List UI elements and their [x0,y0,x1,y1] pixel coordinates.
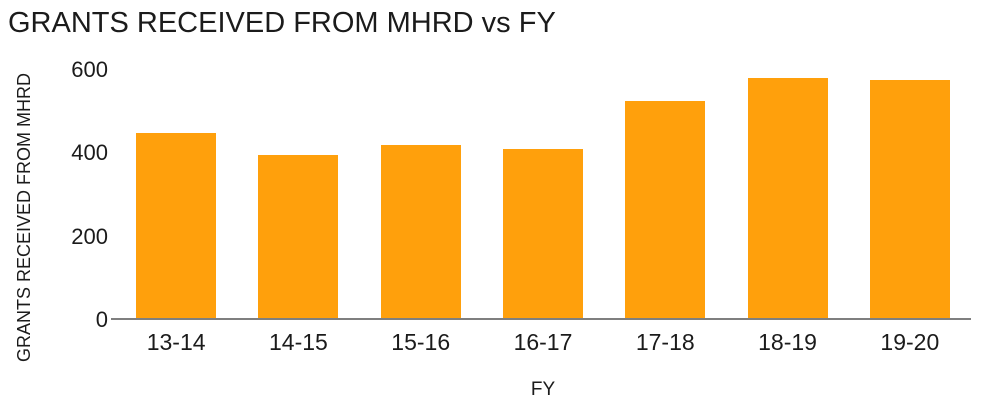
x-tick-label: 15-16 [391,329,451,355]
bar-column [604,70,726,320]
x-tick-label: 14-15 [269,329,328,355]
x-axis-tick-labels: 13-14 14-15 15-16 16-17 17-18 18-19 19-20 [115,329,971,356]
bar-column [849,70,971,320]
bar [136,132,217,320]
bar [747,78,828,320]
y-axis-title: GRANTS RECEIVED FROM MHRD [14,72,34,362]
y-tick-label: 200 [71,223,108,249]
bar-column [237,70,359,320]
bar-column [115,70,237,320]
bar [258,155,339,320]
bar-column [726,70,848,320]
bar [380,145,461,320]
x-axis-line [111,318,971,320]
x-axis-title: FY [530,379,556,400]
chart-title: GRANTS RECEIVED FROM MHRD vs FY [8,7,556,39]
x-tick-label: 18-19 [758,329,817,355]
y-tick-label: 600 [71,57,108,82]
bars [115,70,971,320]
x-tick-label: 19-20 [880,329,940,355]
bar-column [482,70,604,320]
bar [869,80,950,320]
y-axis-tick-labels: 0 200 400 600 [56,0,108,360]
x-tick-label: 16-17 [513,329,573,355]
x-tick-label: 13-14 [146,329,206,355]
y-tick-label: 0 [95,307,108,332]
plot-area [115,70,971,320]
bar [625,101,706,320]
y-tick-label: 400 [71,140,108,166]
bar [502,149,583,320]
x-tick-label: 17-18 [635,329,695,355]
bar-column [360,70,482,320]
